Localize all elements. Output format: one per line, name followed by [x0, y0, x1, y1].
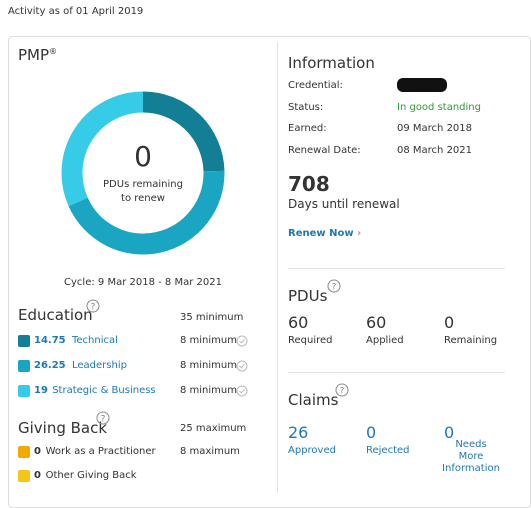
info-label: Credential: [288, 80, 343, 91]
item-requirement: 8 minimum [180, 360, 237, 371]
svg-text:?: ? [340, 387, 345, 397]
stat-label: Required [288, 335, 333, 346]
stat-value: 26 [288, 423, 309, 442]
redacted [397, 78, 447, 92]
activity-date: Activity as of 01 April 2019 [8, 6, 144, 17]
stat-value: 60 [366, 313, 387, 332]
item-value[interactable]: 19 [34, 385, 48, 396]
info-value: 09 March 2018 [397, 123, 473, 134]
separator [288, 268, 505, 269]
cycle: Cycle: 9 Mar 2018 - 8 Mar 2021 [64, 277, 222, 288]
check-icon [236, 360, 248, 372]
item-value[interactable]: 26.25 [34, 360, 66, 371]
stat-value: 0 [444, 423, 455, 442]
help-icon[interactable]: ? [327, 279, 341, 293]
education-title: Education [18, 306, 93, 324]
info-value: In good standing [397, 101, 481, 113]
item-label: Work as a Practitioner [45, 446, 156, 457]
item-value: 0 [34, 470, 41, 481]
renew-link[interactable]: Renew Now › [288, 228, 361, 239]
claims-title: Claims [288, 391, 339, 409]
svg-text:?: ? [101, 415, 106, 425]
page: Activity as of 01 April 2019 PMP® 0 PDUs… [8, 6, 531, 508]
item-requirement: 8 minimum [180, 335, 237, 346]
donut [61, 91, 225, 255]
pdus-title: PDUs [288, 287, 328, 305]
check-icon [236, 385, 248, 397]
item-label[interactable]: Strategic & Business [52, 385, 156, 396]
giving-back-requirement: 25 maximum [180, 423, 247, 434]
item-value: 0 [34, 446, 41, 457]
svg-text:?: ? [332, 283, 337, 293]
info-label: Earned: [288, 123, 327, 134]
item-label[interactable]: Technical [72, 335, 118, 346]
cert-title: PMP® [18, 46, 57, 64]
item-requirement: 8 maximum [180, 446, 240, 457]
item-value[interactable]: 14.75 [34, 335, 66, 346]
information-title: Information [288, 54, 375, 72]
info-label: Status: [288, 101, 324, 113]
renew-text[interactable]: Renew Now [288, 228, 354, 239]
item-requirement: 8 minimum [180, 385, 237, 396]
days-label: Days until renewal [288, 197, 400, 211]
cert-name: PMP [18, 46, 50, 64]
info-label: Renewal Date: [288, 144, 361, 156]
help-icon[interactable]: ? [335, 383, 349, 397]
swatch [18, 470, 30, 482]
item-label[interactable]: Leadership [72, 360, 127, 371]
stat-value: 0 [444, 313, 455, 332]
swatch [18, 335, 30, 347]
giving-back-title: Giving Back [18, 419, 108, 437]
chevron: › [357, 228, 362, 239]
svg-text:?: ? [91, 303, 96, 313]
days-value: 708 [288, 172, 330, 196]
item-label: Other Giving Back [45, 470, 137, 481]
donut-label: PDUs remaining to renew [103, 179, 183, 204]
stat-label: Needs More Information [442, 439, 500, 474]
stat-value: 60 [288, 313, 309, 332]
donut-segment [68, 170, 225, 255]
stat-value: 0 [366, 423, 377, 442]
stat-label: Approved [288, 445, 336, 456]
donut-segment [142, 91, 225, 172]
donut-value: 0 [134, 140, 152, 173]
stat-label: Rejected [366, 445, 410, 456]
swatch [18, 446, 30, 458]
help-icon[interactable]: ? [96, 411, 110, 425]
education-requirement: 35 minimum [180, 312, 244, 323]
cert-mark: ® [49, 47, 58, 56]
stat-label: Remaining [444, 335, 498, 346]
divider [277, 42, 278, 492]
swatch [18, 360, 30, 372]
donut-segment [61, 91, 144, 207]
swatch [18, 385, 30, 397]
help-icon[interactable]: ? [86, 299, 100, 313]
separator [288, 372, 505, 373]
info-value: 08 March 2021 [397, 144, 473, 156]
check-icon [236, 335, 248, 347]
stat-label: Applied [366, 335, 404, 346]
